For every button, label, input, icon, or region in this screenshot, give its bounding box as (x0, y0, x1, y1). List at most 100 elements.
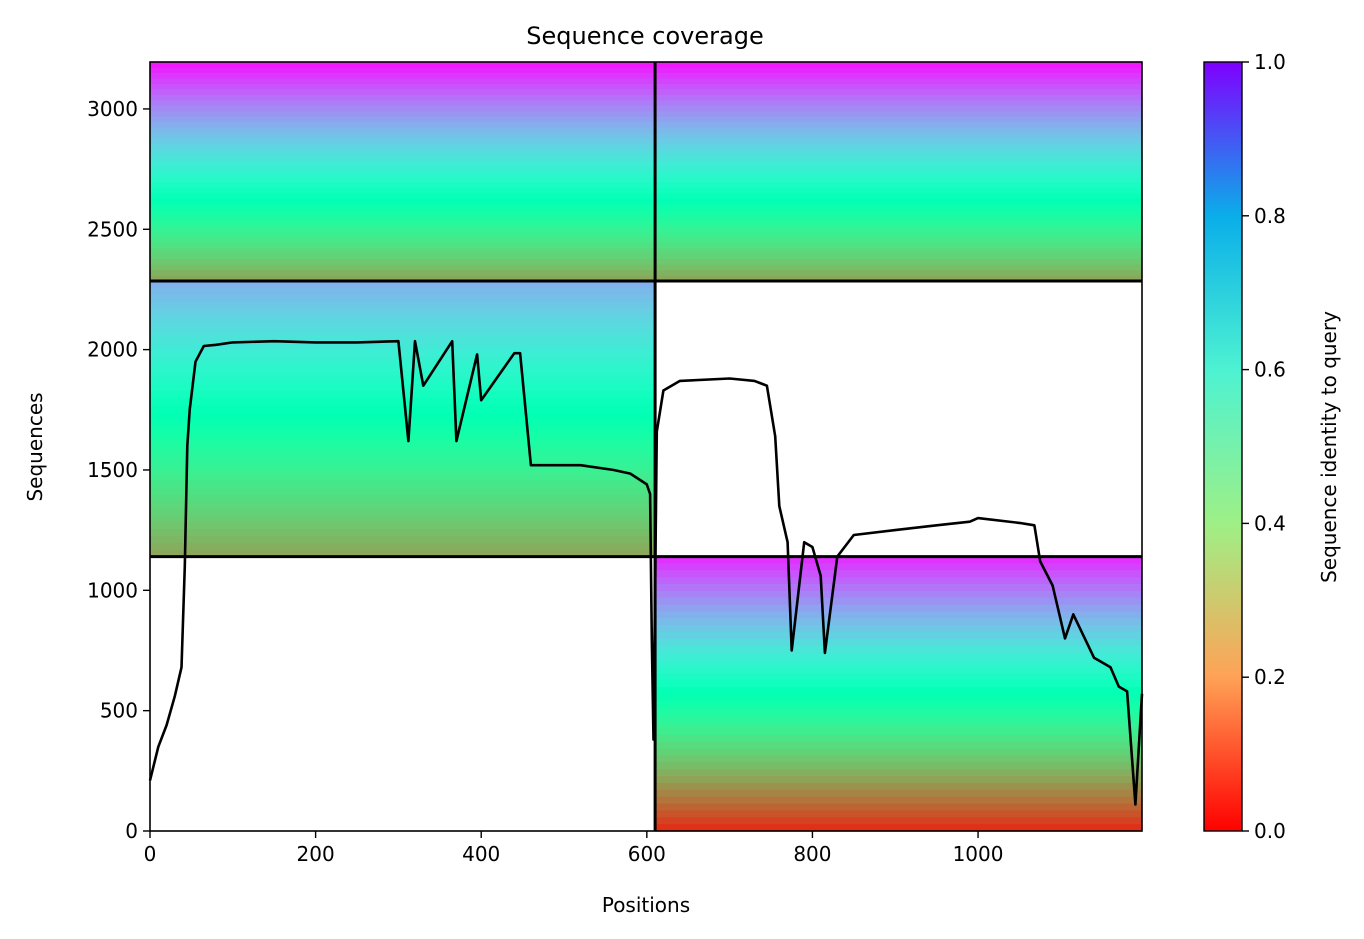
heatmap-band (655, 67, 1142, 74)
colorbar-label: Sequence identity to query (1317, 311, 1341, 583)
heatmap-band (150, 89, 656, 96)
heatmap-band (655, 810, 1142, 818)
y-tick-label: 1000 (87, 578, 138, 602)
heatmap-band (655, 741, 1142, 750)
heatmap-block-middle-left (150, 281, 656, 558)
heatmap-band (150, 270, 656, 277)
heatmap-band (655, 700, 1142, 709)
colorbar-tick-label: 0.4 (1254, 511, 1286, 535)
heatmap-band (655, 645, 1142, 654)
heatmap-band (655, 817, 1142, 825)
heatmap-band (655, 242, 1142, 249)
heatmap-band (150, 62, 656, 69)
heatmap-band (655, 220, 1142, 227)
heatmap-band (150, 198, 656, 205)
heatmap-band (150, 501, 656, 509)
heatmap-band (150, 329, 656, 337)
heatmap-band (655, 584, 1142, 592)
x-tick-label: 200 (297, 842, 335, 866)
heatmap-band (150, 259, 656, 266)
heatmap-band (655, 171, 1142, 178)
heatmap-band (150, 287, 656, 296)
heatmap-band (655, 270, 1142, 277)
heatmap-band (655, 728, 1142, 736)
heatmap-band (655, 264, 1142, 271)
heatmap-band (655, 577, 1142, 585)
heatmap-band (150, 349, 656, 358)
heatmap-band (150, 356, 656, 365)
heatmap-band (655, 762, 1142, 770)
heatmap-band (150, 111, 656, 118)
heatmap-band (150, 432, 656, 441)
heatmap-band (655, 666, 1142, 674)
heatmap-band (150, 275, 656, 282)
heatmap-band (150, 446, 656, 454)
y-axis-ticks: 0 500 1000 1500 2000 2500 3000 (87, 97, 150, 843)
heatmap-band (655, 105, 1142, 112)
x-tick-label: 400 (462, 842, 500, 866)
heatmap-band (655, 673, 1142, 681)
heatmap-band (655, 748, 1142, 757)
colorbar-tick-label: 0.6 (1254, 358, 1286, 382)
x-tick-label: 600 (628, 842, 666, 866)
heatmap-band (655, 133, 1142, 140)
heatmap-band (150, 220, 656, 227)
heatmap-band (655, 796, 1142, 805)
heatmap-blocks (150, 62, 1142, 832)
colorbar-tick-label: 0.2 (1254, 665, 1286, 689)
heatmap-block-bottom-right (655, 556, 1142, 832)
heatmap-band (150, 78, 656, 85)
y-tick-label: 1500 (87, 458, 138, 482)
heatmap-band (150, 122, 656, 129)
colorbar-tick-label: 0.0 (1254, 819, 1286, 843)
heatmap-band (150, 460, 656, 468)
heatmap-band (150, 72, 656, 80)
y-tick-label: 500 (100, 699, 138, 723)
heatmap-band (655, 160, 1142, 167)
heatmap-band (150, 425, 656, 434)
heatmap-band (150, 237, 656, 244)
heatmap-band (655, 176, 1142, 184)
heatmap-band (655, 62, 1142, 69)
heatmap-band (655, 209, 1142, 216)
heatmap-band (150, 264, 656, 271)
heatmap-band (150, 439, 656, 447)
heatmap-band (655, 597, 1142, 606)
heatmap-band (655, 680, 1142, 688)
heatmap-band (150, 209, 656, 216)
heatmap-band (655, 166, 1142, 173)
heatmap-band (655, 231, 1142, 238)
chart-title: Sequence coverage (526, 22, 763, 50)
heatmap-band (150, 171, 656, 178)
heatmap-band (655, 253, 1142, 260)
heatmap-block-top-left (150, 62, 656, 282)
heatmap-band (655, 563, 1142, 571)
heatmap-band (655, 570, 1142, 578)
heatmap-band (150, 315, 656, 323)
heatmap-band (655, 248, 1142, 255)
heatmap-band (655, 755, 1142, 764)
heatmap-band (150, 100, 656, 107)
heatmap-band (655, 776, 1142, 784)
heatmap-band (655, 659, 1142, 667)
heatmap-band (150, 253, 656, 260)
heatmap-band (655, 714, 1142, 722)
y-tick-label: 0 (125, 819, 138, 843)
heatmap-band (655, 237, 1142, 244)
heatmap-band (655, 693, 1142, 702)
heatmap-band (150, 343, 656, 351)
heatmap-band (150, 549, 656, 558)
heatmap-band (150, 204, 656, 211)
heatmap-band (150, 418, 656, 427)
colorbar-tick-label: 0.8 (1254, 204, 1286, 228)
heatmap-band (655, 187, 1142, 195)
heatmap-band (655, 556, 1142, 565)
heatmap-band (655, 204, 1142, 211)
colorbar-tick-label: 1.0 (1254, 50, 1286, 74)
heatmap-band (150, 182, 656, 189)
heatmap-band (655, 122, 1142, 129)
heatmap-band (150, 187, 656, 195)
heatmap-band (655, 144, 1142, 151)
heatmap-band (655, 782, 1142, 791)
